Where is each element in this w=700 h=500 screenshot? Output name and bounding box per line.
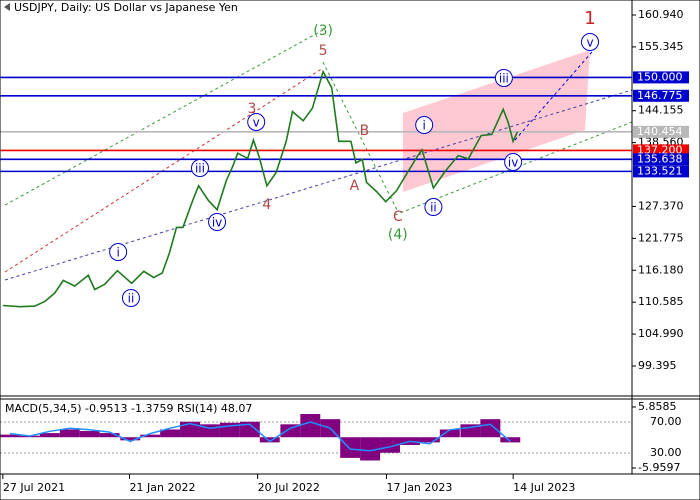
y-tick-label: 110.585 bbox=[638, 295, 684, 308]
trend-line bbox=[4, 67, 324, 273]
price-level-tag bbox=[633, 71, 689, 84]
price-level-tag bbox=[633, 153, 689, 166]
wave-label: B bbox=[360, 123, 370, 139]
x-tick-label: 27 Jul 2021 bbox=[3, 481, 65, 494]
y-tick-label: 5.8585 bbox=[638, 400, 677, 413]
wave-label: A bbox=[350, 178, 360, 194]
macd-bar bbox=[79, 431, 100, 438]
wave-circle bbox=[121, 288, 140, 307]
wave-label: i bbox=[116, 246, 119, 260]
price-level-label: 150.000 bbox=[637, 70, 683, 83]
y-tick-label: 155.345 bbox=[638, 40, 684, 53]
price-level-label: 133.521 bbox=[637, 164, 683, 177]
wave-label: iii bbox=[499, 72, 509, 86]
macd-bar bbox=[300, 413, 321, 438]
macd-bar bbox=[340, 437, 361, 458]
y2-tick-label: 70.00 bbox=[650, 415, 682, 428]
price-line bbox=[2, 69, 519, 308]
wave-circle bbox=[190, 159, 209, 178]
wave-label: 5 bbox=[319, 43, 328, 59]
wave-label: v bbox=[253, 115, 260, 129]
y-tick-label: 127.370 bbox=[638, 199, 684, 212]
indicator-title: MACD(5,34,5) -0.9513 -1.3759 RSI(14) 48.… bbox=[5, 402, 252, 415]
y-tick-label: 116.180 bbox=[638, 263, 684, 276]
x-tick-label: 20 Jul 2022 bbox=[258, 481, 320, 494]
x-tick-label: 21 Jan 2022 bbox=[130, 481, 196, 494]
price-level-label: 140.454 bbox=[637, 125, 683, 138]
price-level-tag bbox=[633, 165, 689, 178]
y-tick-label: 121.775 bbox=[638, 231, 684, 244]
macd-bar bbox=[99, 433, 120, 438]
price-level-label: 146.775 bbox=[637, 89, 683, 102]
wave-label: 1 bbox=[584, 8, 595, 29]
wave-circle bbox=[415, 116, 434, 135]
wave-circle bbox=[109, 243, 128, 262]
price-level-tag bbox=[633, 125, 689, 138]
macd-bar bbox=[439, 429, 460, 438]
y-tick-label: 160.940 bbox=[638, 8, 684, 21]
wave-label: C bbox=[393, 209, 403, 225]
macd-bar bbox=[480, 419, 501, 438]
wave-circle bbox=[424, 198, 443, 217]
price-level-label: 137.200 bbox=[637, 143, 683, 156]
y-tick-label: 144.155 bbox=[638, 104, 684, 117]
price-level-tag bbox=[633, 89, 689, 102]
wave-label: (4) bbox=[388, 227, 408, 243]
wave-label: 3 bbox=[247, 101, 256, 117]
price-level-label: 135.638 bbox=[637, 152, 683, 165]
x-tick-label: 14 Jul 2023 bbox=[513, 481, 575, 494]
wave-circle bbox=[247, 112, 266, 131]
macd-bar bbox=[180, 421, 200, 438]
y-tick-label: -5.9597 bbox=[638, 461, 680, 474]
wave-label: i bbox=[423, 119, 426, 133]
wave-circle bbox=[208, 213, 227, 232]
macd-bar bbox=[160, 429, 181, 438]
wave-label: v bbox=[586, 35, 593, 49]
macd-bar bbox=[0, 434, 20, 438]
macd-bar bbox=[59, 429, 80, 438]
trend-line bbox=[514, 51, 593, 141]
wave-label: iv bbox=[508, 156, 518, 170]
macd-bar bbox=[120, 437, 141, 441]
trend-line bbox=[4, 89, 633, 281]
wave-label: 4 bbox=[262, 197, 271, 213]
macd-bar bbox=[360, 437, 381, 461]
trend-line bbox=[322, 61, 399, 213]
wave-label: ii bbox=[430, 201, 437, 215]
wave-circle bbox=[494, 69, 513, 88]
wave-label: iv bbox=[212, 216, 222, 230]
symbol-icon bbox=[4, 3, 10, 11]
wave-circle bbox=[581, 32, 600, 51]
macd-bar bbox=[419, 437, 440, 443]
macd-bar bbox=[500, 437, 521, 443]
y-tick-label: 99.395 bbox=[638, 359, 677, 372]
wave-label: iii bbox=[195, 162, 205, 176]
rsi-line bbox=[9, 421, 511, 452]
macd-bar bbox=[140, 434, 161, 438]
macd-bar bbox=[239, 421, 260, 438]
wave-label: (3) bbox=[313, 23, 333, 39]
x-tick-label: 17 Jan 2023 bbox=[386, 481, 452, 494]
trend-line bbox=[4, 29, 324, 206]
chart-title: USDJPY, Daily: US Dollar vs Japanese Yen bbox=[14, 1, 238, 14]
wave-circle bbox=[504, 153, 523, 172]
y-tick-label: 104.990 bbox=[638, 327, 684, 340]
macd-bar bbox=[39, 433, 60, 438]
macd-bar bbox=[280, 424, 301, 438]
macd-bar bbox=[259, 437, 280, 443]
wave-label: ii bbox=[128, 291, 135, 305]
macd-bar bbox=[380, 437, 400, 453]
price-channel bbox=[403, 50, 590, 192]
y2-tick-label: 30.00 bbox=[650, 446, 682, 459]
